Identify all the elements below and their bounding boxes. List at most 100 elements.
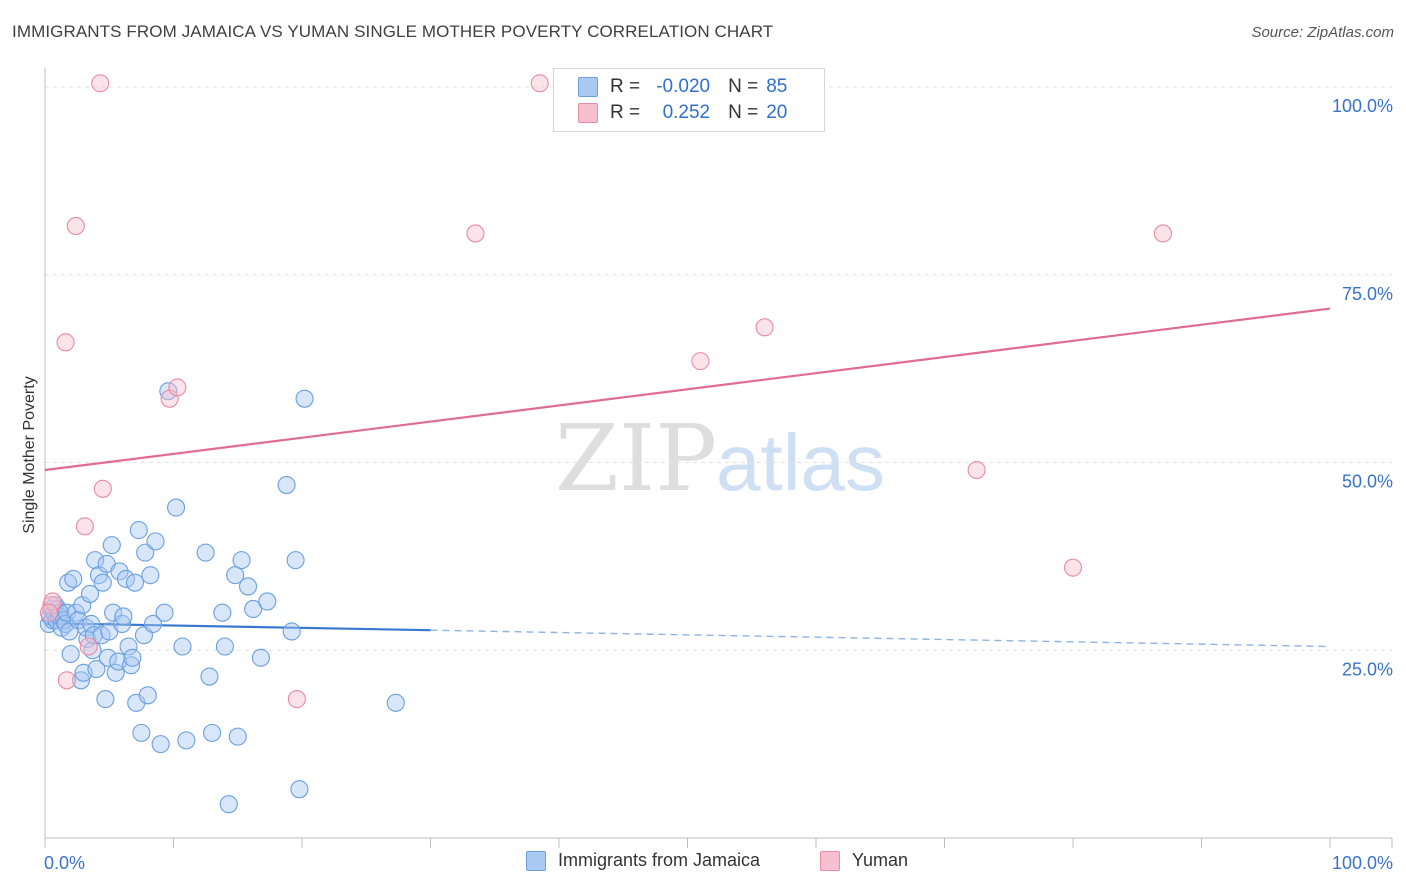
point-jamaica xyxy=(113,614,132,634)
point-jamaica xyxy=(200,667,219,686)
point-jamaica xyxy=(277,475,296,495)
point-jamaica xyxy=(244,599,263,619)
axes xyxy=(44,68,1393,848)
legend-r-label: R = xyxy=(610,102,641,123)
point-yuman xyxy=(57,671,76,690)
data-points xyxy=(39,74,1172,814)
point-jamaica xyxy=(228,727,247,746)
point-yuman xyxy=(967,460,986,480)
trend-line-jamaica-projection xyxy=(430,629,1331,648)
point-jamaica xyxy=(386,693,405,712)
point-jamaica xyxy=(155,603,174,622)
bottom-legend-jamaica: Immigrants from Jamaica xyxy=(526,850,760,871)
point-jamaica xyxy=(123,648,142,667)
legend-swatch-yuman xyxy=(578,103,598,123)
trend-line-yuman xyxy=(44,307,1331,472)
point-yuman xyxy=(56,333,75,352)
point-jamaica xyxy=(295,389,314,408)
bottom-legend-label-yuman: Yuman xyxy=(852,850,909,870)
point-yuman xyxy=(66,216,85,236)
legend-n-label: N = xyxy=(728,102,759,123)
point-jamaica xyxy=(87,659,106,679)
point-jamaica xyxy=(146,532,165,551)
point-jamaica xyxy=(213,603,232,622)
point-yuman xyxy=(168,378,187,397)
point-yuman xyxy=(755,318,774,337)
y-tick-label: 25.0% xyxy=(1342,659,1393,679)
point-jamaica xyxy=(86,551,105,570)
point-jamaica xyxy=(226,566,245,585)
bottom-legend-yuman: Yuman xyxy=(820,850,908,871)
point-jamaica xyxy=(64,569,83,588)
point-yuman xyxy=(287,690,306,709)
legend-r-value: -0.020 xyxy=(656,76,711,97)
point-jamaica xyxy=(173,637,192,656)
point-jamaica xyxy=(80,584,100,603)
source-label: Source: ZipAtlas.com xyxy=(1251,24,1394,41)
correlation-legend: R = -0.020 N = 85 R = 0.252 N = 20 xyxy=(553,68,825,132)
point-jamaica xyxy=(203,723,222,742)
bottom-legend-swatch-yuman xyxy=(820,850,840,871)
legend-row-yuman: R = 0.252 N = 20 xyxy=(578,100,787,126)
point-jamaica xyxy=(138,686,157,705)
point-yuman xyxy=(79,637,98,656)
watermark-zip: ZIP xyxy=(555,405,717,512)
point-jamaica xyxy=(119,637,138,656)
point-yuman xyxy=(691,352,710,371)
point-jamaica xyxy=(258,592,277,611)
point-jamaica xyxy=(136,543,155,562)
point-jamaica xyxy=(71,671,91,690)
point-yuman xyxy=(91,74,110,93)
point-jamaica xyxy=(122,656,141,675)
point-jamaica xyxy=(232,551,251,570)
legend-n-value: 20 xyxy=(766,102,788,123)
legend-swatch-jamaica xyxy=(578,77,598,97)
trend-line-jamaica xyxy=(44,622,431,632)
point-jamaica xyxy=(114,607,133,626)
point-jamaica xyxy=(159,382,178,401)
point-jamaica xyxy=(125,573,144,592)
point-jamaica xyxy=(167,498,186,517)
bottom-legend-label-jamaica: Immigrants from Jamaica xyxy=(558,850,761,870)
point-jamaica xyxy=(251,648,270,667)
legend-n-label: N = xyxy=(728,76,759,97)
point-yuman xyxy=(43,592,62,611)
point-jamaica xyxy=(96,690,115,709)
point-yuman xyxy=(1063,558,1083,577)
point-jamaica xyxy=(215,637,234,656)
point-jamaica xyxy=(84,626,103,645)
y-tick-label: 100.0% xyxy=(1332,96,1393,116)
legend-r-label: R = xyxy=(610,76,641,97)
point-jamaica xyxy=(129,521,148,540)
x-tick-label-max: 100.0% xyxy=(1332,853,1393,873)
point-jamaica xyxy=(82,614,101,634)
point-jamaica xyxy=(196,543,215,562)
legend-row-jamaica: R = -0.020 N = 85 xyxy=(578,74,787,100)
point-jamaica xyxy=(177,731,196,750)
point-jamaica xyxy=(282,622,301,641)
x-tick-label-min: 0.0% xyxy=(44,853,85,873)
point-jamaica xyxy=(219,795,238,814)
point-jamaica xyxy=(61,644,80,664)
legend-n-value: 85 xyxy=(766,76,788,97)
y-axis-label: Single Mother Poverty xyxy=(21,376,38,533)
point-jamaica xyxy=(141,566,160,585)
point-yuman xyxy=(93,479,112,498)
bottom-legend-swatch-jamaica xyxy=(526,850,546,871)
point-jamaica xyxy=(132,723,151,742)
y-tick-label: 75.0% xyxy=(1342,284,1393,304)
point-jamaica xyxy=(66,603,85,622)
point-jamaica xyxy=(102,536,121,555)
point-jamaica xyxy=(286,551,305,570)
point-jamaica xyxy=(238,577,258,596)
point-jamaica xyxy=(93,573,112,592)
point-jamaica xyxy=(106,663,125,682)
point-yuman xyxy=(530,74,549,93)
point-yuman xyxy=(466,224,485,243)
point-yuman xyxy=(75,517,94,536)
tick-labels: 25.0% 50.0% 75.0% 100.0% 0.0% 100.0% xyxy=(44,96,1393,873)
y-tick-label: 50.0% xyxy=(1342,472,1393,492)
point-jamaica xyxy=(143,614,162,634)
point-yuman xyxy=(39,603,58,622)
